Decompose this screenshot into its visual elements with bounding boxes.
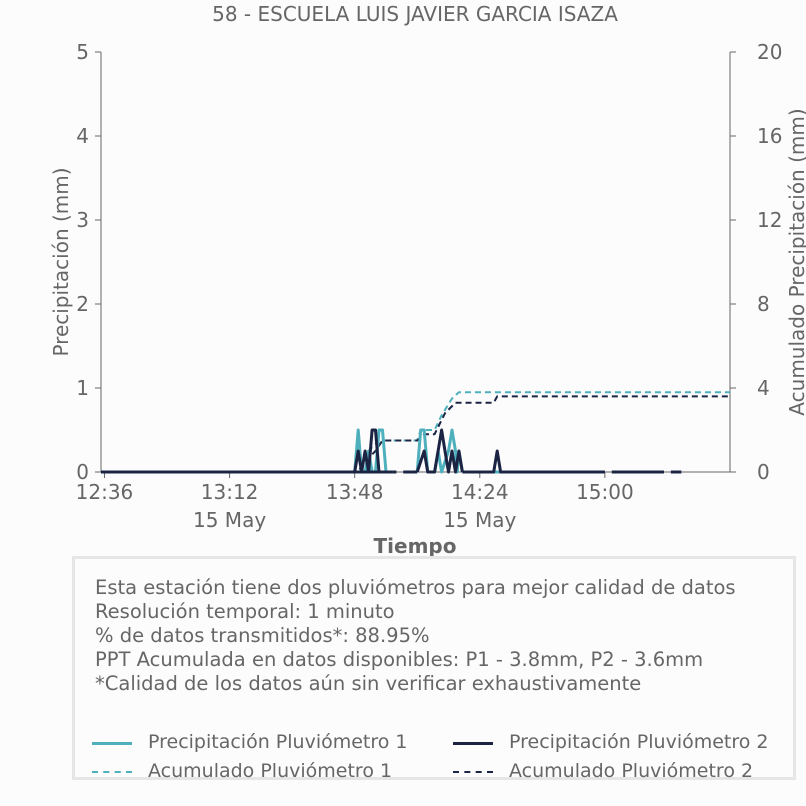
series-line-acumulado-pluvi-metro-2: [101, 395, 730, 473]
legend-label-a1: Acumulado Pluviómetro 1: [148, 760, 393, 782]
y-tick-label: 4: [76, 124, 89, 148]
y-tick-label: 3: [76, 208, 89, 232]
legend-swatch-p1: [92, 742, 132, 745]
y2-tick-label: 0: [757, 460, 770, 484]
x-tick-label: 12:36: [76, 480, 134, 504]
y2-tick-label: 4: [757, 376, 770, 400]
legend-label-a2: Acumulado Pluviómetro 2: [509, 760, 754, 782]
series-line-precipitaci-n-pluvi-metro-2: [415, 428, 464, 474]
x-tick-label: 13:12: [201, 480, 259, 504]
y2-tick-label: 20: [757, 40, 782, 64]
y2-tick-label: 12: [757, 208, 782, 232]
legend-swatch-p2: [453, 742, 493, 745]
legend-swatch-a1: [92, 771, 132, 773]
x-tick-date-label: 15 May: [443, 508, 516, 532]
y-axis-label: Precipitación (mm): [49, 167, 73, 356]
x-axis-label: Tiempo: [374, 534, 457, 556]
x-tick-label: 15:00: [576, 480, 634, 504]
series-line-precipitaci-n-pluvi-metro-2: [462, 449, 605, 474]
info-accumulated: PPT Acumulada en datos disponibles: P1 -…: [95, 648, 704, 671]
y2-axis-label: Acumulado Precipitación (mm): [785, 108, 806, 415]
y-tick-label: 5: [76, 40, 89, 64]
series-line-precipitaci-n-pluvi-metro-1: [415, 428, 464, 474]
info-transmitted: % de datos transmitidos*: 88.95%: [95, 624, 430, 647]
x-tick-label: 14:24: [451, 480, 509, 504]
info-resolution: Resolución temporal: 1 minuto: [95, 600, 395, 623]
chart-title: 58 - ESCUELA LUIS JAVIER GARCIA ISAZA: [212, 2, 618, 26]
legend-swatch-a2: [453, 771, 493, 773]
info-legend-box: Esta estación tiene dos pluviómetros par…: [72, 556, 796, 782]
info-quality-note: *Calidad de los datos aún sin verificar …: [95, 672, 642, 695]
chart-canvas: 58 - ESCUELA LUIS JAVIER GARCIA ISAZA012…: [49, 2, 806, 556]
y2-tick-label: 16: [757, 124, 782, 148]
info-two-gauges: Esta estación tiene dos pluviómetros par…: [95, 576, 736, 599]
y2-tick-label: 8: [757, 292, 770, 316]
series-line-precipitaci-n-pluvi-metro-2: [353, 428, 381, 474]
y-tick-label: 0: [76, 460, 89, 484]
x-tick-date-label: 15 May: [193, 508, 266, 532]
y-tick-label: 2: [76, 292, 89, 316]
series-line-acumulado-pluvi-metro-1: [101, 391, 730, 473]
x-tick-label: 13:48: [326, 480, 384, 504]
legend-label-p1: Precipitación Pluviómetro 1: [148, 731, 408, 753]
y-tick-label: 1: [76, 376, 89, 400]
legend-label-p2: Precipitación Pluviómetro 2: [509, 731, 769, 753]
